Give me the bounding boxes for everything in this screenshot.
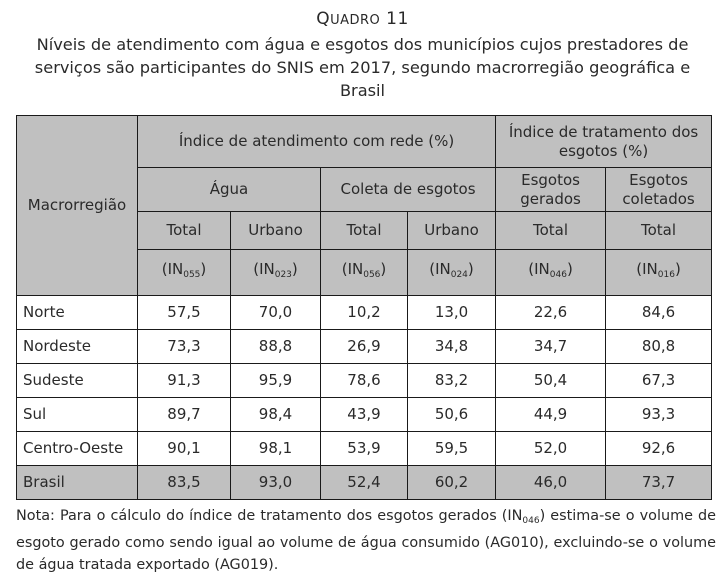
table-row-sul: Sul 89,7 98,4 43,9 50,6 44,9 93,3 [16, 397, 713, 432]
value-cell: 93,0 [230, 465, 321, 500]
value-cell: 73,7 [605, 465, 713, 500]
table-row-nordeste: Nordeste 73,3 88,8 26,9 34,8 34,7 80,8 [16, 329, 713, 364]
value-cell: 13,0 [406, 295, 497, 330]
value-cell: 26,9 [320, 329, 408, 364]
col-label: Urbano [230, 211, 321, 250]
footnote-text-cont: ) estima-se o volume de esgoto gerado co… [16, 508, 717, 573]
value-cell: 44,9 [495, 397, 607, 432]
table-caption: Níveis de atendimento com água e esgotos… [34, 35, 691, 100]
value-cell: 52,4 [320, 465, 408, 500]
label-initial: Q [316, 9, 331, 29]
header-coleta: Coleta de esgotos [319, 167, 497, 212]
col-label: Total [320, 211, 408, 250]
value-cell: 88,8 [230, 329, 321, 364]
value-cell: 83,5 [137, 465, 231, 500]
table-label: QUADRO 11 [0, 8, 725, 32]
col-code: (IN024) [406, 249, 497, 296]
header-row-codes: (IN055) (IN023) (IN056) (IN024) (IN046) … [17, 249, 713, 296]
header-row-3: Total Urbano Total Urbano Total Total [17, 211, 713, 250]
value-cell: 10,2 [320, 295, 408, 330]
col-code: (IN056) [320, 249, 408, 296]
label-number: 11 [386, 9, 409, 29]
value-cell: 34,8 [406, 329, 497, 364]
header-esgotos-coletados: Esgotos coletados [605, 167, 713, 212]
table-row-sudeste: Sudeste 91,3 95,9 78,6 83,2 50,4 67,3 [16, 363, 713, 398]
header-esgotos-gerados: Esgotos gerados [495, 167, 607, 212]
col-code: (IN055) [137, 249, 231, 296]
value-cell: 50,6 [406, 397, 497, 432]
header-row-1: Macrorregião Índice de atendimento com r… [16, 115, 713, 296]
value-cell: 53,9 [320, 431, 408, 466]
value-cell: 78,6 [320, 363, 408, 398]
value-cell: 34,7 [495, 329, 607, 364]
value-cell: 84,6 [605, 295, 713, 330]
value-cell: 67,3 [605, 363, 713, 398]
value-cell: 70,0 [230, 295, 321, 330]
col-code: (IN016) [605, 249, 713, 296]
footnote-subscript: 046 [522, 516, 540, 526]
col-label: Total [495, 211, 607, 250]
header-agua: Água [137, 167, 321, 212]
col-code: (IN046) [495, 249, 607, 296]
header-atendimento: Índice de atendimento com rede (%) [136, 115, 497, 168]
label-rest: UADRO [330, 13, 381, 28]
col-label: Total [605, 211, 713, 250]
value-cell: 60,2 [406, 465, 497, 500]
value-cell: 22,6 [495, 295, 607, 330]
value-cell: 89,7 [137, 397, 231, 432]
header-row-2: Água Coleta de esgotos Esgotos gerados E… [17, 167, 713, 212]
value-cell: 98,1 [230, 431, 321, 466]
value-cell: 95,9 [230, 363, 321, 398]
data-table: Macrorregião Índice de atendimento com r… [16, 115, 713, 500]
region-cell: Sudeste [16, 363, 138, 398]
value-cell: 98,4 [230, 397, 321, 432]
value-cell: 59,5 [406, 431, 497, 466]
value-cell: 57,5 [137, 295, 231, 330]
col-label: Total [137, 211, 231, 250]
header-tratamento: Índice de tratamento dos esgotos (%) [495, 115, 713, 168]
value-cell: 50,4 [495, 363, 607, 398]
region-cell: Sul [16, 397, 138, 432]
footnote: Nota: Para o cálculo do índice de tratam… [16, 505, 716, 576]
value-cell: 92,6 [605, 431, 713, 466]
region-cell: Nordeste [16, 329, 138, 364]
table-row-brasil-total: Brasil 83,5 93,0 52,4 60,2 46,0 73,7 [16, 465, 713, 500]
value-cell: 80,8 [605, 329, 713, 364]
value-cell: 83,2 [406, 363, 497, 398]
region-cell: Centro-Oeste [16, 431, 138, 466]
value-cell: 91,3 [137, 363, 231, 398]
col-label: Urbano [406, 211, 497, 250]
value-cell: 46,0 [495, 465, 607, 500]
title-block: QUADRO 11 Níveis de atendimento com água… [0, 8, 725, 102]
value-cell: 43,9 [320, 397, 408, 432]
value-cell: 90,1 [137, 431, 231, 466]
header-macrorregiao: Macrorregião [16, 115, 138, 296]
region-cell: Norte [16, 295, 138, 330]
table-row-centro-oeste: Centro-Oeste 90,1 98,1 53,9 59,5 52,0 92… [16, 431, 713, 466]
value-cell: 93,3 [605, 397, 713, 432]
col-code: (IN023) [230, 249, 321, 296]
region-cell: Brasil [16, 465, 138, 500]
table-row-norte: Norte 57,5 70,0 10,2 13,0 22,6 84,6 [16, 295, 713, 330]
value-cell: 52,0 [495, 431, 607, 466]
footnote-text: Nota: Para o cálculo do índice de tratam… [16, 508, 523, 524]
value-cell: 73,3 [137, 329, 231, 364]
